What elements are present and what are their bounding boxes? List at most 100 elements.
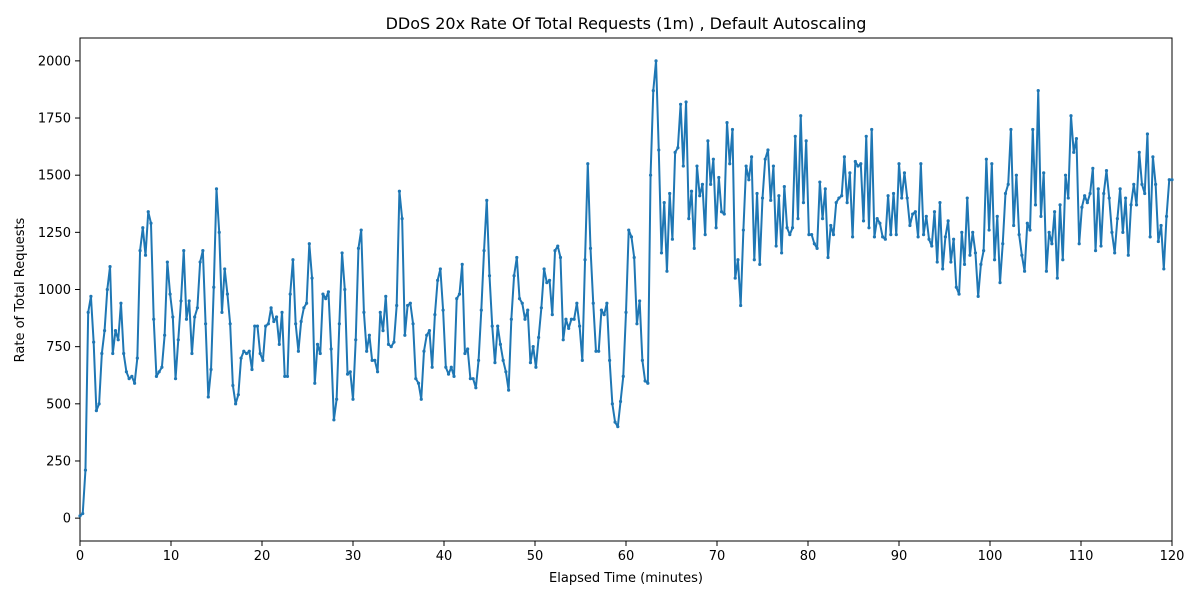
data-point xyxy=(973,251,978,255)
data-point xyxy=(711,157,715,161)
data-point xyxy=(105,287,109,292)
data-point xyxy=(441,308,445,312)
data-point xyxy=(709,182,713,186)
series-line xyxy=(79,59,1172,517)
data-point xyxy=(842,155,847,159)
data-point xyxy=(228,322,232,326)
data-point xyxy=(1083,194,1087,198)
data-point xyxy=(834,201,838,205)
data-point xyxy=(640,358,644,362)
data-point xyxy=(1053,210,1057,214)
data-point xyxy=(384,294,388,298)
data-point xyxy=(395,303,399,308)
data-point xyxy=(119,301,123,305)
data-point xyxy=(318,351,322,356)
data-point xyxy=(689,189,694,193)
data-point xyxy=(345,372,350,376)
data-point xyxy=(790,226,795,230)
data-point xyxy=(266,322,270,326)
data-point xyxy=(335,397,339,401)
data-point xyxy=(122,351,126,356)
data-point xyxy=(176,338,180,342)
data-point xyxy=(916,235,920,239)
data-point xyxy=(864,134,868,138)
data-point xyxy=(154,374,159,378)
data-point xyxy=(324,297,328,301)
data-point xyxy=(941,267,945,271)
data-point xyxy=(545,281,549,285)
data-point xyxy=(780,251,784,255)
plot-area: 0 10 20 30 40 50 60 70 80 90 100 110 120 0 250 500 750 1… xyxy=(38,37,1185,564)
data-point xyxy=(911,212,915,216)
data-point xyxy=(1143,191,1147,196)
data-point xyxy=(801,201,806,205)
data-point xyxy=(954,285,958,289)
data-point xyxy=(908,223,912,228)
data-point xyxy=(280,310,284,314)
data-point xyxy=(542,267,546,271)
data-point xyxy=(575,301,579,305)
data-point xyxy=(168,292,172,296)
series-points xyxy=(78,59,1174,518)
data-point xyxy=(1036,88,1040,93)
data-point xyxy=(359,228,363,232)
data-point xyxy=(343,287,347,292)
data-point xyxy=(796,217,800,221)
x-tick-label: 70 xyxy=(709,549,726,564)
data-point xyxy=(482,249,486,253)
data-point xyxy=(919,162,923,166)
data-point xyxy=(1140,182,1144,186)
data-point xyxy=(509,317,513,321)
data-point xyxy=(1167,178,1171,182)
data-point xyxy=(206,395,210,399)
data-point xyxy=(242,349,246,353)
data-point xyxy=(586,162,590,166)
x-axis-ticks: 0 10 20 30 40 50 60 70 80 90 100 110 120 xyxy=(76,541,1185,564)
data-point xyxy=(444,365,448,369)
data-point xyxy=(935,260,939,264)
data-point xyxy=(234,402,238,406)
data-point xyxy=(507,388,511,392)
y-tick-label: 1500 xyxy=(38,169,71,184)
data-point xyxy=(253,324,257,328)
data-point xyxy=(231,383,235,388)
x-tick-label: 120 xyxy=(1160,549,1185,564)
data-point xyxy=(81,511,85,516)
data-point xyxy=(1137,150,1141,154)
data-point xyxy=(820,217,825,221)
data-point xyxy=(288,292,292,296)
data-point xyxy=(212,285,216,289)
data-point xyxy=(537,335,541,340)
data-point xyxy=(400,217,404,221)
data-point xyxy=(83,468,88,472)
data-point xyxy=(850,235,855,239)
data-point xyxy=(788,233,792,237)
data-point xyxy=(351,397,355,401)
data-point xyxy=(867,226,871,230)
data-point xyxy=(283,374,287,378)
x-tick-label: 40 xyxy=(436,549,453,564)
data-point xyxy=(193,315,197,319)
y-axis-ticks: 0 250 500 750 1000 1250 1500 1750 2000 xyxy=(38,54,80,527)
data-point xyxy=(504,370,508,374)
data-point xyxy=(1058,203,1062,207)
data-point xyxy=(310,276,314,280)
x-tick-label: 110 xyxy=(1069,549,1094,564)
data-point xyxy=(223,267,227,271)
data-point xyxy=(534,365,538,369)
data-point xyxy=(569,317,574,321)
data-point xyxy=(627,228,631,232)
data-point xyxy=(979,262,983,266)
data-point xyxy=(995,214,999,218)
data-point xyxy=(247,349,251,353)
data-point xyxy=(124,370,129,374)
data-point xyxy=(845,201,849,205)
data-point xyxy=(201,249,205,253)
data-point xyxy=(179,299,183,303)
data-point xyxy=(774,244,778,248)
x-tick-label: 100 xyxy=(978,549,1003,564)
data-point xyxy=(152,317,156,321)
data-point xyxy=(1072,150,1076,154)
data-point xyxy=(971,230,975,234)
